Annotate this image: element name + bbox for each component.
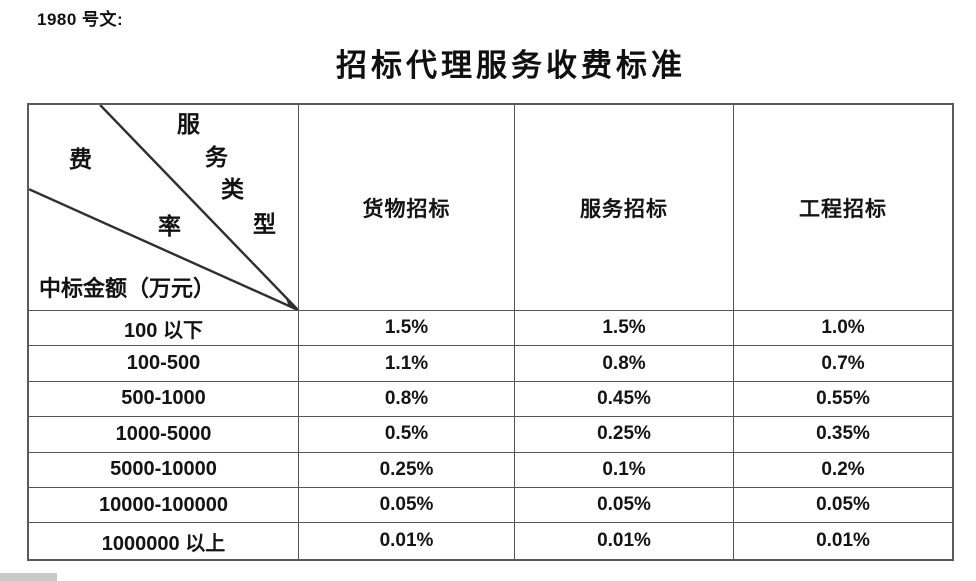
rate-cell-engineering: 1.0% [734, 311, 952, 347]
page-title: 招标代理服务收费标准 [336, 48, 686, 83]
rate-cell-goods: 0.8% [299, 381, 515, 418]
doc-reference-label: 1980 号文: [37, 10, 124, 29]
amount-range-cell: 5000-10000 [29, 452, 299, 488]
rate-cell-engineering: 0.01% [816, 530, 870, 552]
amount-range-cell: 1000000 以上 [29, 523, 299, 559]
corner-char-fu: 服 [177, 112, 200, 137]
rate-cell-engineering: 0.7% [734, 346, 952, 382]
row-axis-label: 中标金额（万元） [39, 276, 216, 301]
rate-cell-services: 0.1% [515, 452, 734, 488]
amount-range-cell: 1000-5000 [29, 417, 299, 453]
amount-range-cell: 500-1000 [29, 381, 299, 418]
rate-cell-goods: 0.05% [299, 487, 515, 524]
corner-char-xing: 型 [253, 212, 276, 237]
rate-cell-goods: 1.1% [299, 346, 515, 382]
diagonal-divider-lines [29, 105, 298, 310]
rate-cell-engineering: 0.05% [734, 488, 952, 524]
rate-cell-goods: 1.5% [299, 311, 515, 347]
rate-cell-services: 0.45% [515, 381, 734, 418]
rate-cell-goods: 0.01% [299, 523, 515, 559]
rate-cell-engineering: 0.35% [734, 417, 952, 453]
amount-range-cell: 10000-100000 [29, 487, 299, 524]
corner-char-wu: 务 [205, 145, 228, 170]
corner-char-lei: 类 [221, 177, 244, 202]
rate-cell-services: 0.8% [515, 346, 734, 382]
rate-cell-goods: 0.5% [299, 417, 515, 453]
rate-cell-services: 0.01% [515, 523, 734, 559]
rate-cell-services: 1.5% [515, 311, 734, 347]
diagonal-arrow-tip [285, 297, 298, 310]
rate-cell-services: 0.25% [515, 417, 734, 453]
column-header-services: 服务招标 [515, 105, 734, 311]
fee-standard-table: 费 率 服 务 类 型 中标金额（万元） 货物招标 服务招标 工程招标 100 … [27, 103, 954, 561]
column-header-goods: 货物招标 [299, 105, 515, 311]
amount-range-cell: 100 以下 [29, 311, 299, 347]
scan-edge-artifact [0, 573, 57, 581]
corner-char-fee: 费 [69, 147, 92, 172]
amount-range-cell: 100-500 [29, 346, 299, 382]
rate-cell-engineering: 0.2% [734, 453, 952, 488]
column-header-engineering: 工程招标 [734, 105, 952, 311]
rate-cell-services: 0.05% [515, 487, 734, 524]
diagonal-header-cell: 费 率 服 务 类 型 中标金额（万元） [29, 105, 299, 311]
rate-cell-goods: 0.25% [299, 452, 515, 488]
rate-cell-engineering: 0.55% [734, 382, 952, 418]
corner-char-rate: 率 [158, 214, 181, 239]
